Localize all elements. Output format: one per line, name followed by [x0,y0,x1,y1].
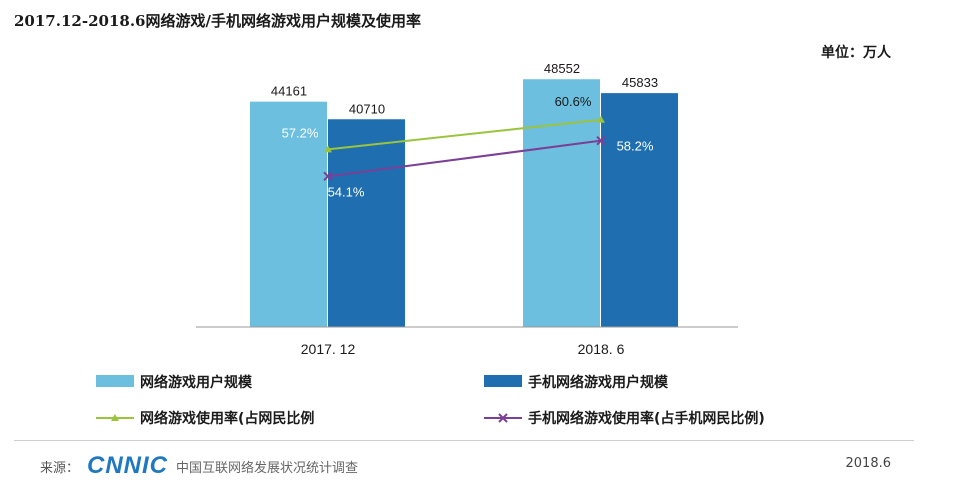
bar-1-1 [250,101,327,327]
footer-date: 2018.6 [845,456,892,471]
x-marker [596,135,606,146]
legend-swatch [484,375,522,387]
rate-value-label: 57.2% [282,125,319,140]
rate-line-1 [327,118,602,151]
legend-triangle-marker [111,414,119,421]
bar-value-label: 48552 [544,61,580,76]
source-label: 来源： [40,460,80,476]
chart-title: 2017.12-2018.6网络游戏/手机网络游戏用户规模及使用率 [14,12,421,30]
x-marker [323,171,333,182]
organization-name: 中国互联网络发展状况统计调查 [176,460,359,476]
bar-value-label: 44161 [271,84,307,99]
bar-value-label: 45833 [622,75,658,90]
triangle-marker [597,115,605,123]
rate-line-2 [327,139,602,178]
category-label: 2018. 6 [578,341,625,357]
bar-2-2 [601,93,678,328]
footer-divider [14,440,914,441]
bar-1-2 [523,79,600,327]
bar-2-1 [328,119,405,327]
rate-value-label: 54.1% [328,184,365,199]
legend-swatch [96,375,134,387]
lines-group: 57.2% 60.6% 54.1% 58.2% [282,94,654,200]
bar-value-label: 40710 [349,101,385,116]
rate-value-label: 58.2% [617,139,654,154]
footer-source: 来源： CNNIC 中国互联网络发展状况统计调查 [40,452,358,480]
category-labels: 2017. 12 2018. 6 [301,341,625,357]
rate-value-label: 60.6% [555,94,592,109]
legend-label: 网络游戏使用率(占网民比例 [140,410,314,427]
legend-label: 手机网络游戏用户规模 [528,374,669,391]
chart: 44161 48552 40710 45833 57.2% 60.6% 54.1% 58.2… [96,61,765,427]
unit-label: 单位：万人 [821,45,891,61]
category-label: 2017. 12 [301,341,356,357]
legend-label: 手机网络游戏使用率(占手机网民比例) [528,410,765,427]
triangle-marker [324,145,332,153]
legend-label: 网络游戏用户规模 [140,374,253,391]
legend-x-marker [498,413,508,423]
cnnic-logo: CNNIC [87,452,169,479]
bars-group: 44161 48552 40710 45833 [250,61,678,328]
